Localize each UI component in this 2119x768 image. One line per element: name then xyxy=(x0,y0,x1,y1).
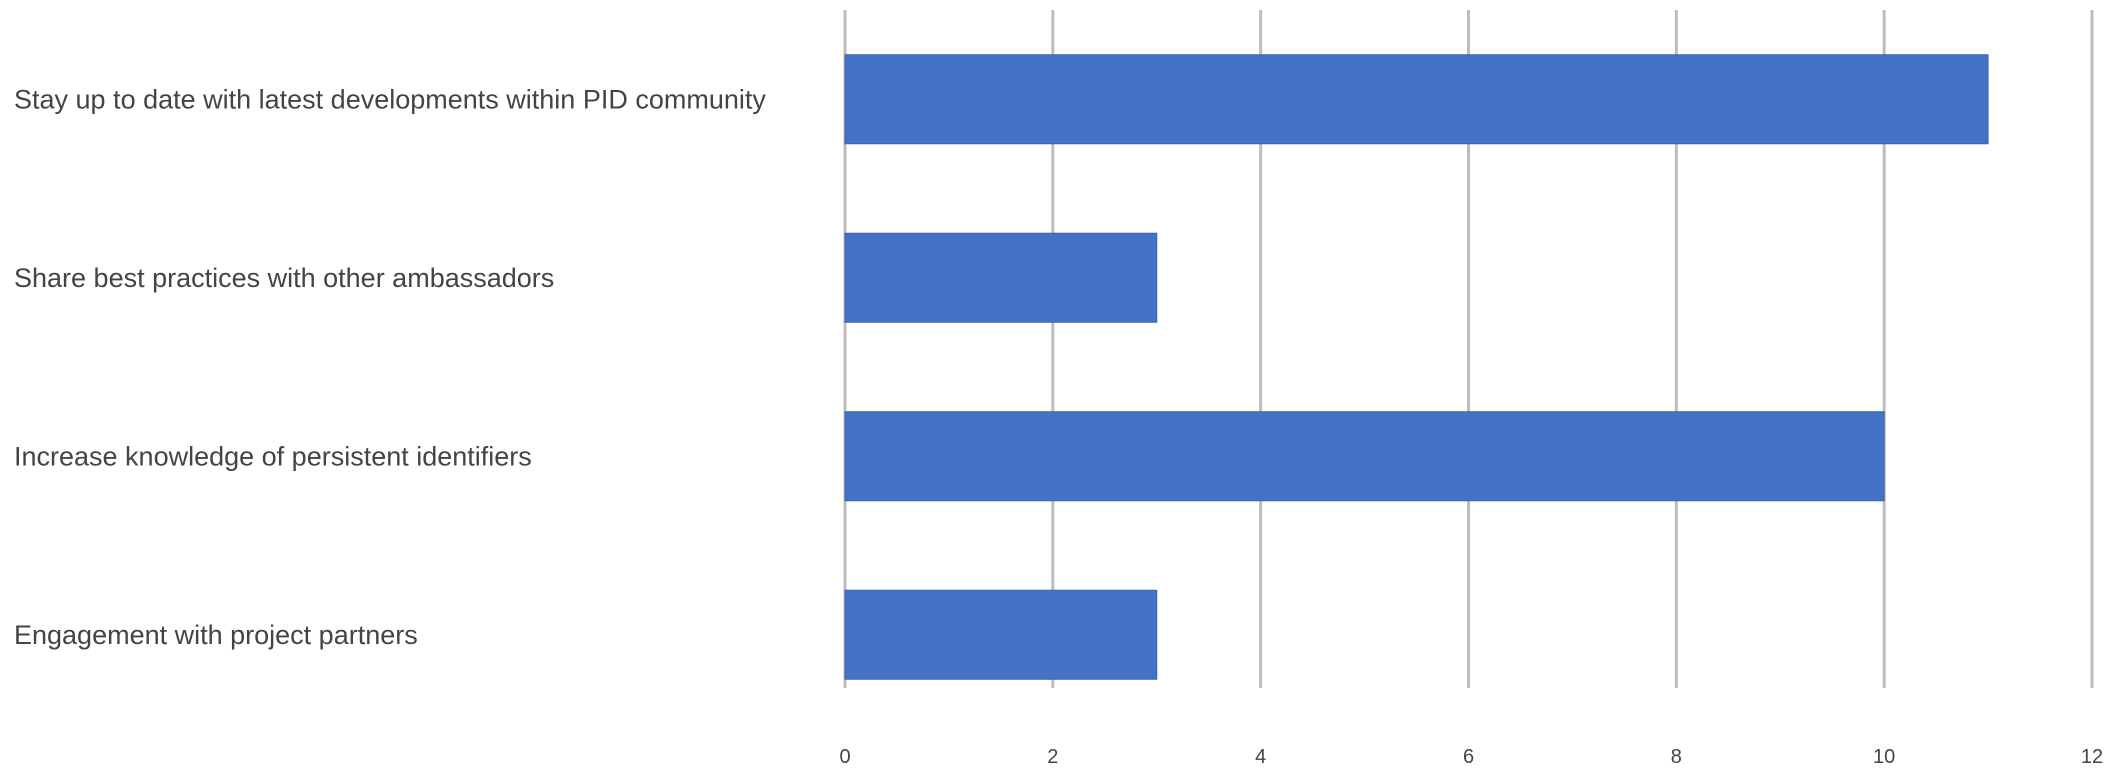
category-label-1: Stay up to date with latest developments… xyxy=(14,84,766,114)
x-tick-label-0: 0 xyxy=(839,746,850,768)
x-axis-tick-labels: 0 2 4 6 8 10 12 xyxy=(839,746,2103,768)
x-tick-label-6: 6 xyxy=(1463,746,1474,768)
bar-3 xyxy=(844,411,1885,502)
category-label-4: Engagement with project partners xyxy=(14,620,418,650)
category-label-3: Increase knowledge of persistent identif… xyxy=(14,441,532,471)
bar-2 xyxy=(844,232,1158,323)
bars xyxy=(844,54,1989,680)
x-tick-label-8: 8 xyxy=(1671,746,1682,768)
x-tick-label-10: 10 xyxy=(1873,746,1895,768)
bar-4 xyxy=(844,589,1158,680)
bar-1 xyxy=(844,54,1989,145)
category-label-2: Share best practices with other ambassad… xyxy=(14,263,554,293)
x-tick-label-2: 2 xyxy=(1047,746,1058,768)
x-tick-label-4: 4 xyxy=(1255,746,1266,768)
x-tick-label-12: 12 xyxy=(2081,746,2103,768)
category-labels: Stay up to date with latest developments… xyxy=(14,84,766,650)
